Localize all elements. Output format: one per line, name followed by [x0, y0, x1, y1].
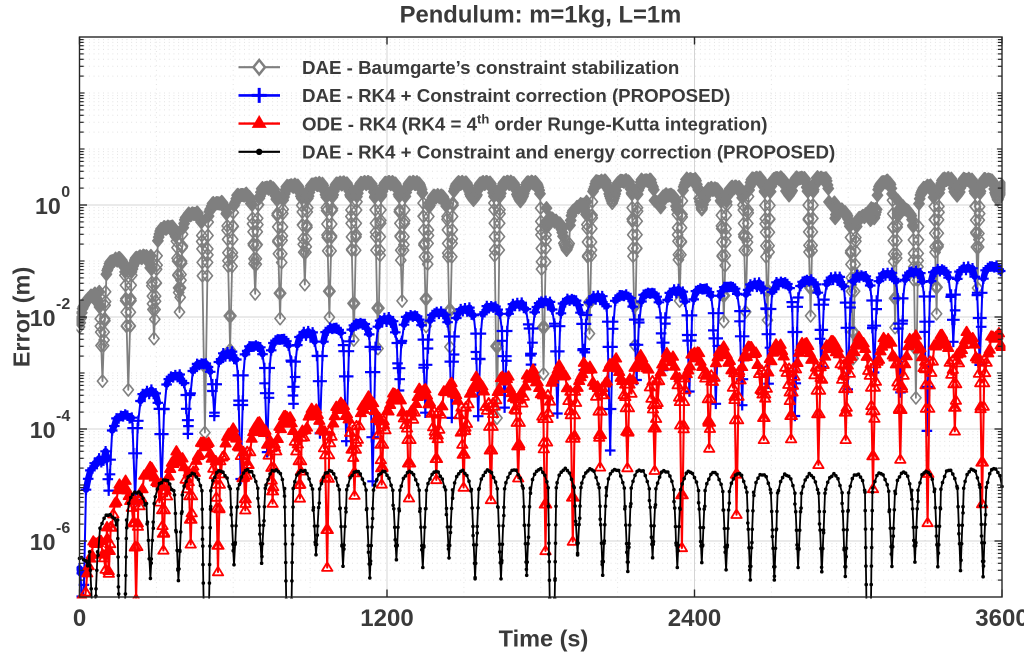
svg-text:10: 10 [30, 529, 56, 555]
svg-text:2400: 2400 [668, 605, 721, 632]
svg-text:3600: 3600 [975, 605, 1024, 632]
svg-text:Pendulum: m=1kg, L=1m: Pendulum: m=1kg, L=1m [400, 2, 682, 29]
svg-text:-6: -6 [56, 520, 70, 537]
svg-text:10: 10 [30, 417, 56, 443]
svg-text:ODE - RK4 (RK4 = 4th order Run: ODE - RK4 (RK4 = 4th order Runge-Kutta i… [302, 111, 768, 134]
svg-text:Time (s): Time (s) [499, 626, 589, 652]
svg-text:-2: -2 [56, 296, 70, 313]
svg-text:0: 0 [73, 605, 86, 632]
svg-text:DAE - RK4 + Constraint and ene: DAE - RK4 + Constraint and energy correc… [302, 142, 835, 163]
svg-text:Error (m): Error (m) [9, 267, 35, 368]
svg-text:DAE - Baumgarte’s constraint s: DAE - Baumgarte’s constraint stabilizati… [302, 57, 679, 78]
svg-text:1200: 1200 [360, 605, 413, 632]
svg-text:0: 0 [61, 184, 70, 201]
svg-text:10: 10 [30, 305, 56, 331]
svg-text:10: 10 [35, 193, 61, 219]
svg-text:-4: -4 [56, 408, 70, 425]
svg-text:DAE - RK4 + Constraint correct: DAE - RK4 + Constraint correction (PROPO… [302, 85, 730, 106]
